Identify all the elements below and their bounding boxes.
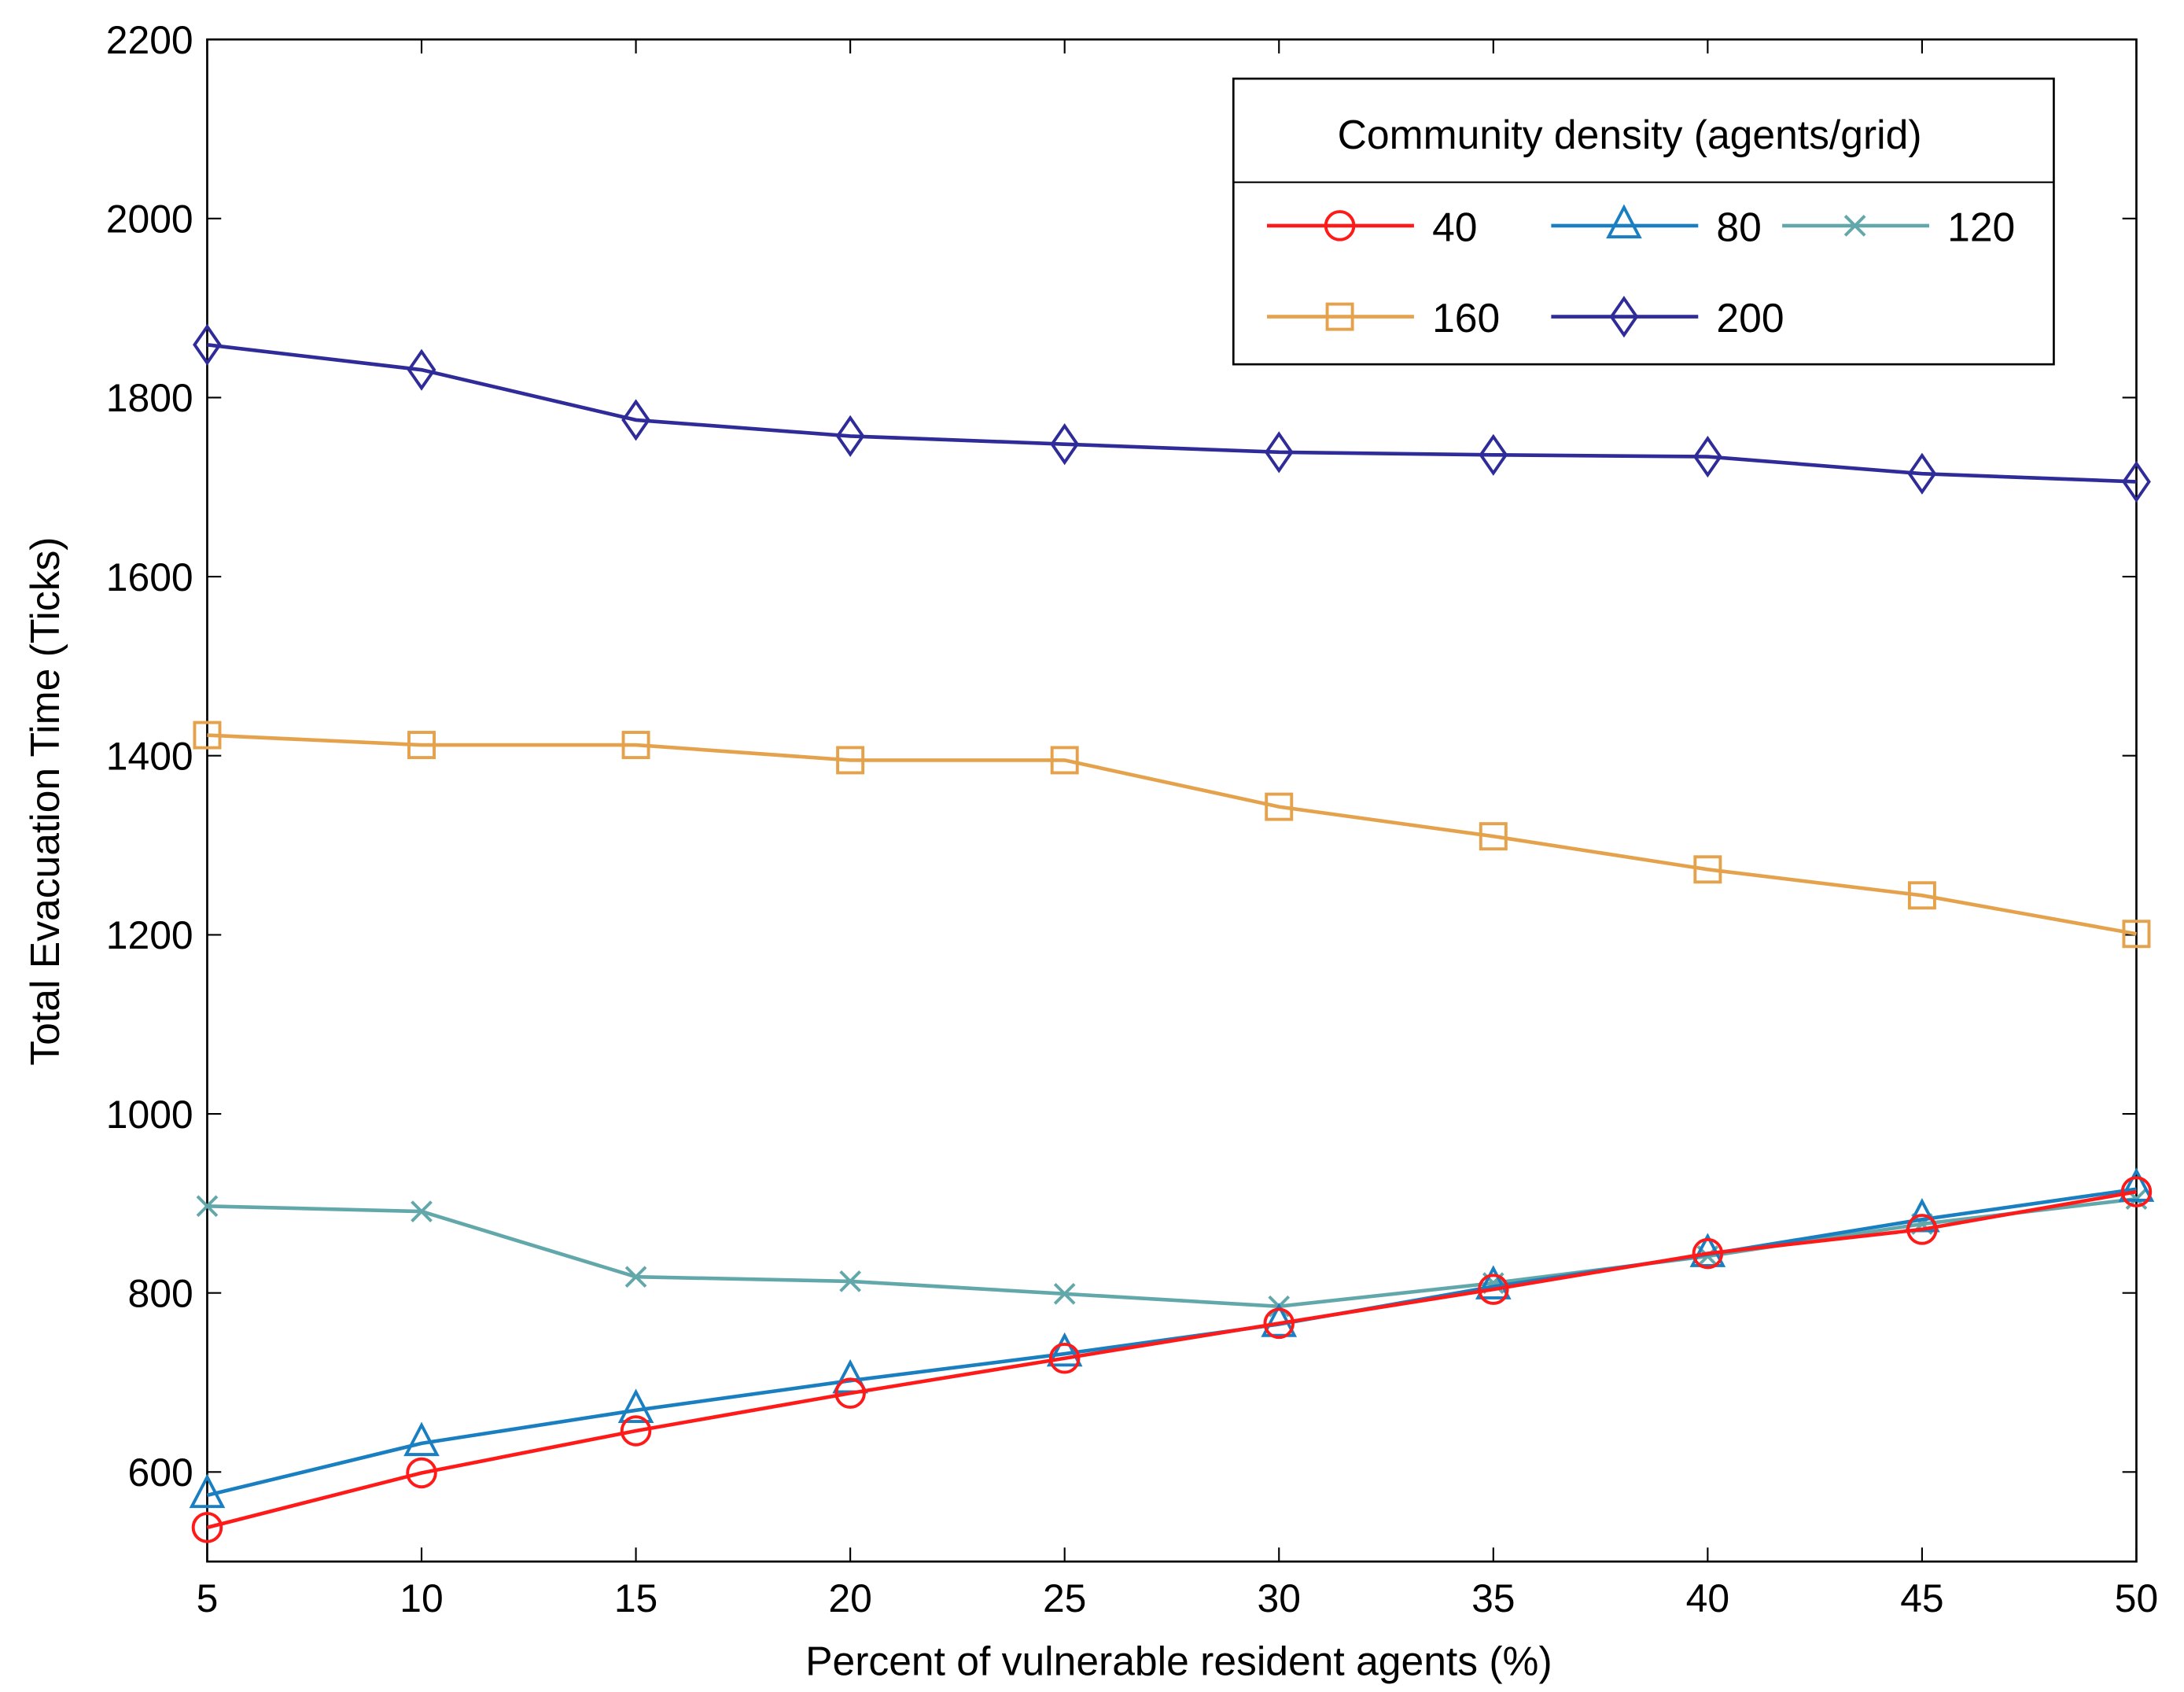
data-point-circle	[1906, 1214, 1938, 1245]
data-point-x	[624, 1266, 647, 1288]
y-tick-label: 2000	[106, 197, 193, 241]
data-point-square	[621, 731, 650, 760]
x-tick-label: 50	[2115, 1576, 2158, 1620]
data-point-circle	[1263, 1307, 1295, 1340]
x-tick-label: 45	[1900, 1576, 1943, 1620]
data-point-diamond	[2122, 460, 2151, 503]
data-point-square	[836, 746, 865, 775]
legend-label: 80	[1716, 204, 1761, 249]
data-point-circle	[620, 1415, 652, 1447]
y-axis: 600 800 1000 1200 1400 1600 1800 2000 2200	[106, 18, 2137, 1495]
data-point-square	[1479, 822, 1508, 851]
data-point-square	[1907, 881, 1936, 910]
data-point-x	[411, 1200, 433, 1222]
y-tick-label: 1600	[106, 555, 193, 599]
y-tick-label: 1400	[106, 735, 193, 779]
data-point-diamond	[1907, 452, 1937, 495]
legend-label: 120	[1947, 204, 2015, 249]
data-point-triangle	[1046, 1332, 1083, 1367]
data-point-diamond	[1264, 431, 1294, 474]
data-point-square	[407, 731, 436, 760]
x-axis: 5 10 15 20 25 30 35 40 45 50	[197, 39, 2158, 1620]
data-point-x	[196, 1195, 219, 1218]
x-tick-label: 15	[614, 1576, 657, 1620]
x-tick-label: 40	[1686, 1576, 1729, 1620]
x-tick-label: 25	[1043, 1576, 1086, 1620]
data-point-triangle	[1475, 1265, 1512, 1299]
data-point-square	[1265, 792, 1294, 821]
data-point-triangle	[189, 1473, 226, 1509]
data-point-square	[1693, 855, 1722, 884]
series-line	[207, 733, 2137, 936]
data-point-circle	[1692, 1237, 1724, 1270]
legend-items: 40 80 120 160 200	[1267, 204, 2015, 341]
series-group	[189, 323, 2155, 1543]
x-tick-label: 35	[1471, 1576, 1515, 1620]
x-tick-label: 10	[400, 1576, 443, 1620]
data-point-circle	[2120, 1176, 2153, 1207]
data-point-diamond	[1050, 423, 1080, 466]
legend-label: 40	[1432, 204, 1477, 249]
data-point-circle	[406, 1457, 437, 1489]
y-tick-label: 1200	[106, 913, 193, 957]
legend-marker-square	[1325, 302, 1354, 331]
legend-marker-x	[1843, 215, 1866, 237]
data-point-diamond	[621, 399, 650, 441]
y-tick-label: 800	[128, 1271, 193, 1315]
data-point-circle	[834, 1377, 866, 1409]
legend: Community density (agents/grid) 40 80 120 1…	[1232, 77, 2055, 366]
legend-marker-circle	[1324, 210, 1356, 241]
data-point-diamond	[835, 415, 865, 457]
legend-item-80: 80	[1551, 204, 1762, 249]
data-point-x	[839, 1270, 861, 1292]
data-point-square	[193, 721, 222, 750]
y-tick-label: 2200	[106, 18, 193, 62]
x-axis-label: Percent of vulnerable resident agents (%…	[805, 1638, 1552, 1683]
y-tick-label: 1000	[106, 1093, 193, 1137]
data-point-circle	[191, 1512, 223, 1543]
series-line	[207, 342, 2137, 484]
legend-marker-diamond	[1609, 296, 1639, 338]
legend-label: 200	[1716, 295, 1784, 341]
series-line	[206, 1189, 2137, 1530]
y-tick-label: 1800	[106, 376, 193, 420]
legend-item-120: 120	[1782, 204, 2015, 249]
data-point-circle	[1478, 1274, 1509, 1305]
x-tick-label: 5	[197, 1576, 219, 1620]
legend-label: 160	[1432, 295, 1500, 341]
legend-marker-triangle	[1606, 204, 1642, 239]
data-point-diamond	[407, 348, 436, 391]
data-point-x	[1053, 1282, 1076, 1305]
data-point-square	[2122, 920, 2151, 949]
x-tick-label: 20	[828, 1576, 871, 1620]
legend-title: Community density (agents/grid)	[1338, 112, 1922, 157]
data-point-triangle	[403, 1421, 440, 1457]
series-160	[193, 721, 2151, 949]
y-tick-label: 600	[128, 1451, 193, 1495]
data-point-circle	[1048, 1343, 1081, 1374]
series-40	[191, 1176, 2153, 1543]
data-point-triangle	[617, 1388, 654, 1423]
legend-item-40: 40	[1267, 204, 1477, 249]
series-200	[193, 323, 2151, 503]
data-point-diamond	[1692, 435, 1722, 478]
legend-item-160: 160	[1267, 295, 1500, 341]
data-point-diamond	[193, 323, 222, 366]
data-point-diamond	[1479, 433, 1508, 476]
data-point-triangle	[2118, 1167, 2155, 1202]
legend-item-200: 200	[1551, 295, 1784, 341]
data-point-square	[1050, 746, 1079, 775]
y-axis-label: Total Evacuation Time (Ticks)	[22, 536, 68, 1065]
x-tick-label: 30	[1258, 1576, 1301, 1620]
